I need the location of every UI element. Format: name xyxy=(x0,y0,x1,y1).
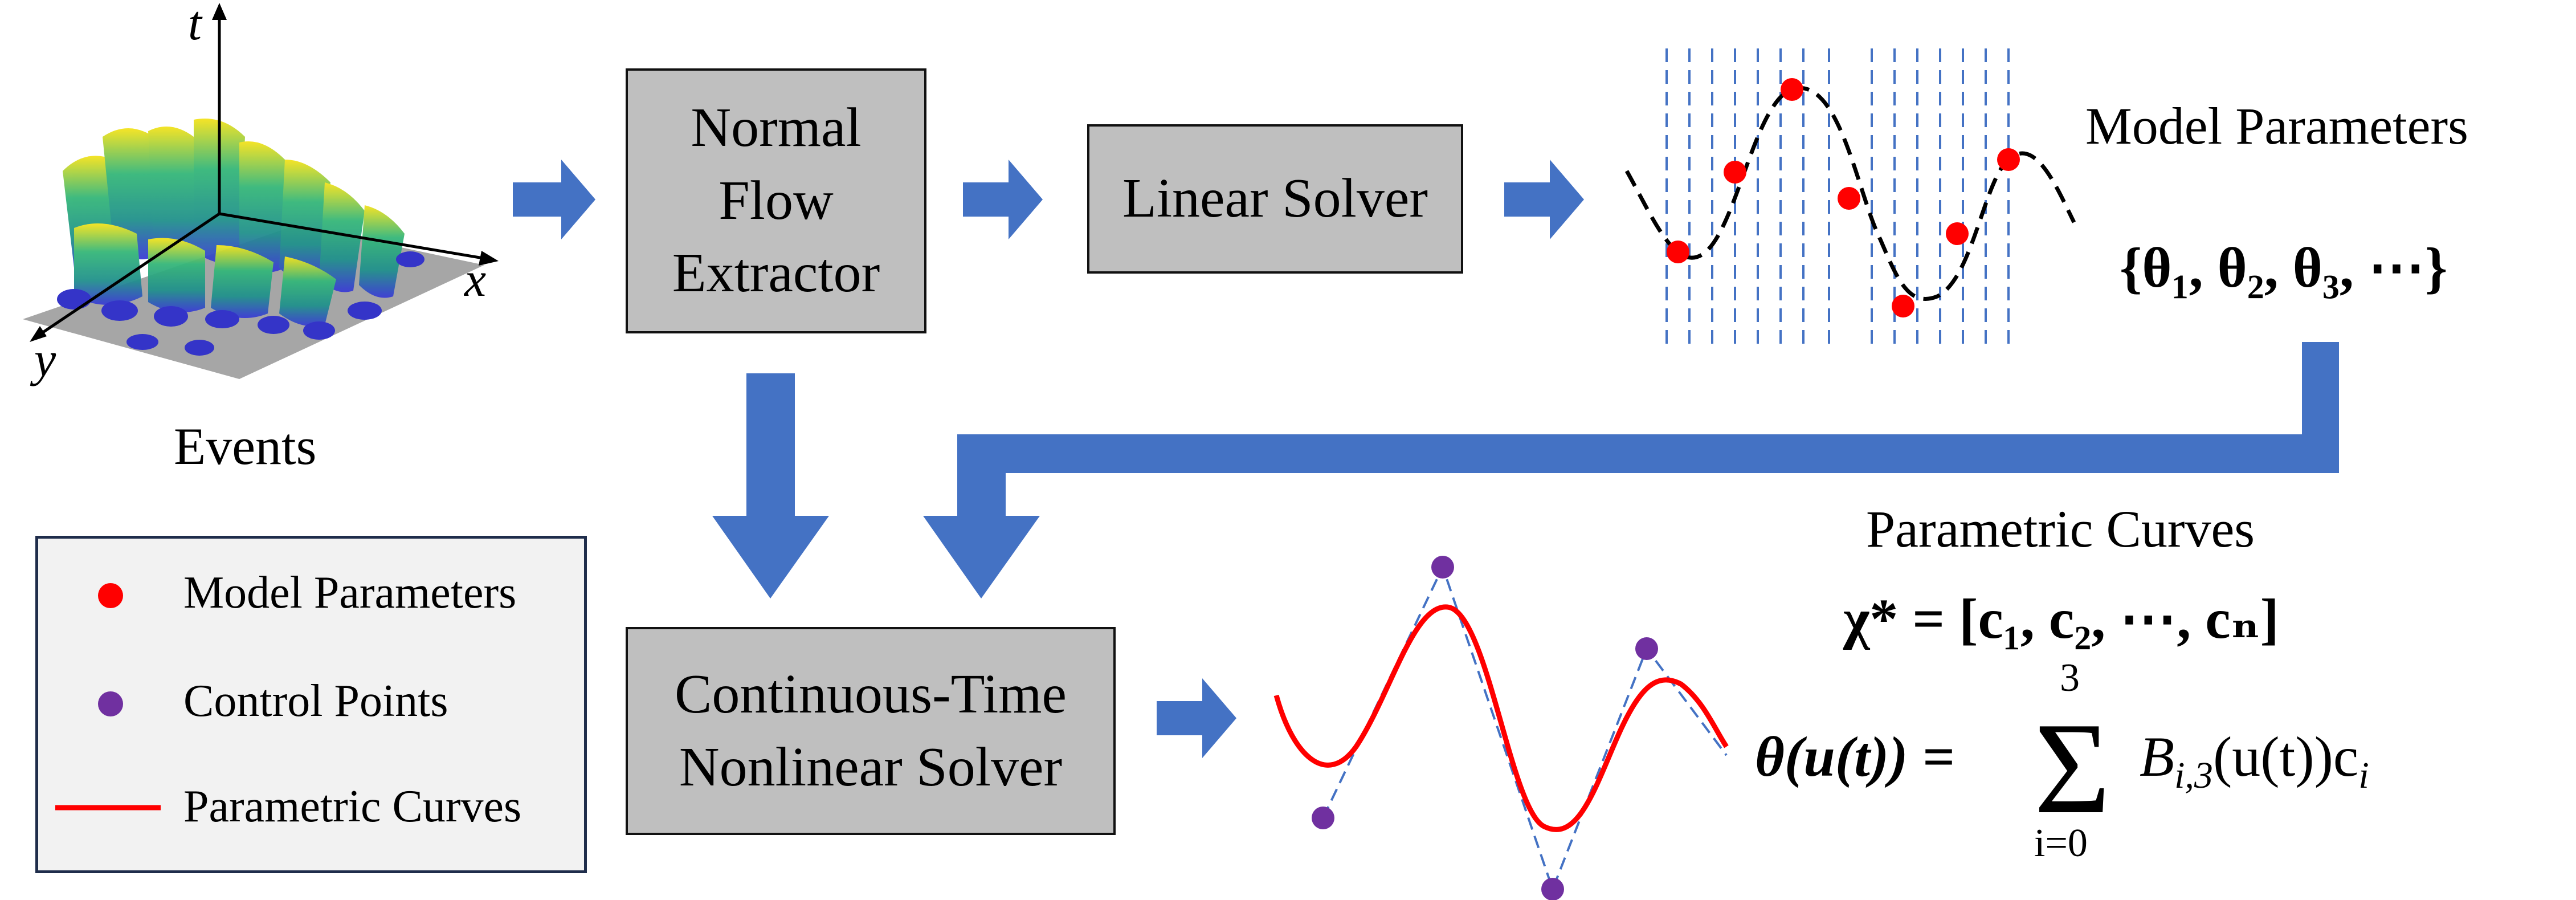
legend-item-parametric-curves: Parametric Curves xyxy=(183,781,522,832)
arrow-events-to-normal-flow xyxy=(513,160,595,239)
sum-body: Bi,3(u(t))ci xyxy=(2140,724,2369,797)
normal-flow-line-3: Extractor xyxy=(672,242,880,304)
parametric-curves-title: Parametric Curves xyxy=(1866,500,2255,558)
nonlinear-solver-line-2: Nonlinear Solver xyxy=(679,736,1063,798)
arrow-feedback-loop xyxy=(923,342,2339,598)
flow-arrows xyxy=(513,160,2339,758)
summation-sign: Σ xyxy=(2034,695,2110,841)
linear-solver-box: Linear Solver xyxy=(1087,124,1463,274)
legend-box: Model Parameters Control Points Parametr… xyxy=(35,536,587,873)
normal-flow-extractor-box: Normal Flow Extractor xyxy=(626,68,926,333)
basis-function: B xyxy=(2140,725,2175,788)
control-subscript: i xyxy=(2358,755,2369,796)
theta-lhs-text: θ(u(t)) = xyxy=(1755,725,1955,788)
nonlinear-solver-line-1: Continuous-Time xyxy=(675,663,1067,726)
arrow-linear-to-samples xyxy=(1504,160,1584,239)
nonlinear-solver-box: Continuous-Time Nonlinear Solver xyxy=(626,627,1116,835)
sum-upper-limit: 3 xyxy=(2060,656,2080,700)
arrow-normal-flow-to-linear xyxy=(963,160,1043,239)
sum-lower-limit: i=0 xyxy=(2034,821,2088,865)
theta-equation-lhs: θ(u(t)) = xyxy=(1755,724,1955,789)
legend-red-dot xyxy=(98,583,123,608)
model-parameters-set: {θ₁, θ₂, θ₃, ⋯} xyxy=(2120,236,2448,299)
legend-item-model-parameters: Model Parameters xyxy=(183,568,517,618)
axis-x-label: x xyxy=(464,252,487,307)
arrow-normal-flow-down xyxy=(712,373,829,598)
parametric-curve-plot xyxy=(1273,556,1729,900)
model-parameter-samples xyxy=(1624,48,2076,348)
normal-flow-line-2: Flow xyxy=(718,169,834,231)
legend-purple-dot xyxy=(98,691,123,716)
normal-flow-line-1: Normal xyxy=(691,97,862,159)
legend-item-control-points: Control Points xyxy=(183,676,448,726)
linear-solver-label: Linear Solver xyxy=(1122,168,1428,230)
event-cloud-illustration xyxy=(23,3,499,379)
basis-subscript: i,3 xyxy=(2174,755,2213,796)
axis-y-label: y xyxy=(34,332,56,386)
chi-equation: χ* = [c₁, c₂, ⋯, cₙ] xyxy=(1843,587,2279,650)
sum-rest: (u(t))c xyxy=(2212,725,2359,788)
model-parameters-title: Model Parameters xyxy=(2085,97,2468,155)
axis-t-label: t xyxy=(188,0,202,50)
arrow-nonlinear-to-curve xyxy=(1157,678,1236,758)
events-label: Events xyxy=(174,417,317,475)
